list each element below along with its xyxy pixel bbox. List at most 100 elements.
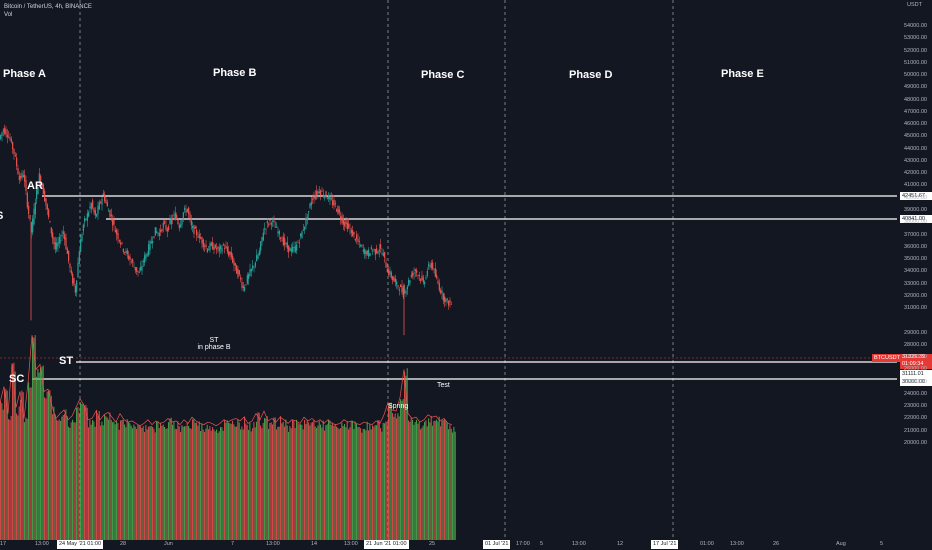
- volume-bar: [330, 424, 332, 540]
- volume-bar: [296, 419, 298, 540]
- volume-bar: [24, 422, 26, 540]
- candle-body: [397, 285, 399, 288]
- candle-body: [60, 240, 62, 242]
- volume-bar: [36, 376, 38, 540]
- candle-body: [205, 244, 207, 248]
- volume-bar: [337, 427, 339, 540]
- candle-body: [24, 174, 26, 182]
- level-label-40841: 40841.00: [900, 215, 932, 223]
- candle-body: [342, 218, 344, 225]
- candle-body: [80, 239, 82, 252]
- candle-body: [272, 220, 274, 222]
- candle-body: [224, 248, 226, 250]
- candle-body: [429, 265, 431, 267]
- volume-bar: [390, 402, 392, 540]
- volume-bar: [170, 417, 172, 540]
- volume-bar: [276, 429, 278, 540]
- volume-bar: [192, 419, 194, 540]
- volume-bar: [21, 390, 23, 540]
- price-tick-label: 34000.00: [904, 268, 927, 275]
- volume-bar: [213, 429, 215, 540]
- volume-bar: [142, 426, 144, 540]
- candle-body: [376, 248, 378, 253]
- candle-body: [117, 232, 119, 240]
- volume-bar: [317, 425, 319, 540]
- candle-body: [182, 212, 184, 219]
- candle-body: [109, 209, 111, 218]
- current-symbol-tag: BTCUSDT: [872, 354, 902, 362]
- candle-body: [164, 221, 166, 224]
- volume-bar: [57, 420, 59, 540]
- volume-bar: [417, 423, 419, 540]
- candle-body: [225, 245, 227, 248]
- volume-bar: [82, 403, 84, 540]
- volume-bar: [409, 422, 411, 540]
- candle-body: [116, 229, 118, 235]
- time-tick-label: Aug: [836, 541, 846, 547]
- volume-bar: [426, 426, 428, 540]
- candle-body: [49, 221, 51, 223]
- candle-body: [298, 242, 300, 244]
- volume-bar: [454, 431, 456, 540]
- candle-body: [332, 200, 334, 206]
- volume-bar: [69, 427, 71, 540]
- volume-bar: [177, 421, 179, 540]
- candle-body: [269, 219, 271, 222]
- candle-body: [440, 289, 442, 294]
- volume-bar: [424, 421, 426, 540]
- volume-bar: [190, 428, 192, 540]
- volume-bar: [277, 426, 279, 540]
- candle-body: [38, 173, 40, 184]
- volume-bar: [310, 422, 312, 540]
- candle-body: [210, 242, 212, 246]
- candle-body: [217, 246, 219, 249]
- volume-bar: [357, 427, 359, 540]
- candle-body: [122, 249, 124, 252]
- candle-body: [337, 205, 339, 214]
- candle-body: [317, 191, 319, 194]
- candle-body: [402, 288, 404, 298]
- candle-body: [118, 240, 120, 242]
- volume-bar: [338, 429, 340, 540]
- volume-bar: [4, 390, 6, 540]
- volume-bar: [181, 425, 183, 540]
- volume-bar: [370, 429, 372, 540]
- volume-bar: [96, 409, 98, 540]
- candle-body: [220, 245, 222, 250]
- volume-bar: [58, 419, 60, 540]
- candle-body: [82, 224, 84, 232]
- candle-body: [264, 228, 266, 230]
- volume-bar: [421, 427, 423, 540]
- candle-body: [192, 226, 194, 228]
- candle-body: [430, 263, 432, 268]
- volume-bar: [422, 425, 424, 540]
- price-tick-label: 53000.00: [904, 35, 927, 42]
- volume-bar: [106, 417, 108, 540]
- volume-bar: [429, 422, 431, 540]
- candle-body: [8, 136, 10, 138]
- candle-body: [364, 249, 366, 254]
- candle-body: [14, 155, 16, 156]
- volume-bar: [393, 416, 395, 540]
- volume-bar: [56, 419, 58, 540]
- volume-bar: [336, 426, 338, 540]
- candle-body: [90, 203, 92, 210]
- volume-bar: [397, 413, 399, 540]
- candle-body: [426, 270, 428, 276]
- candle-body: [172, 219, 174, 221]
- volume-bar: [273, 417, 275, 540]
- time-tick-label: 5: [540, 541, 544, 547]
- volume-bar: [361, 432, 363, 540]
- candle-body: [233, 260, 235, 266]
- candle-body: [304, 226, 306, 230]
- volume-bar: [312, 422, 314, 540]
- volume-bar: [113, 421, 115, 540]
- volume-bar: [98, 410, 100, 540]
- candle-body: [134, 267, 136, 271]
- candle-body: [309, 203, 311, 208]
- volume-bar: [116, 421, 118, 540]
- candle-body: [85, 218, 87, 220]
- candle-body: [208, 249, 210, 251]
- time-tick-label: 13:00: [730, 541, 744, 547]
